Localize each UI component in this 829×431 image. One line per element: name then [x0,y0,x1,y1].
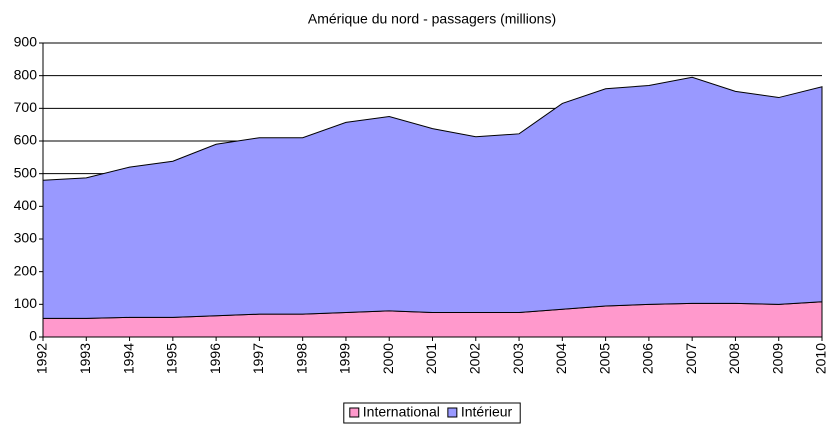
x-tick-label: 2007 [683,343,699,374]
y-tick-label: 800 [14,66,38,82]
x-tick-label: 2008 [726,343,742,374]
y-tick-label: 700 [14,99,38,115]
x-tick-label: 1992 [34,343,50,374]
x-tick-label: 2003 [510,343,526,374]
x-tick-label: 1998 [293,343,309,374]
x-tick-label: 1994 [120,343,136,374]
x-tick-label: 1995 [164,343,180,374]
y-tick-label: 100 [14,295,38,311]
y-tick-label: 300 [14,230,38,246]
x-tick-label: 2000 [380,343,396,374]
y-tick-label: 200 [14,262,38,278]
chart-title: Amérique du nord - passagers (millions) [308,11,556,27]
x-tick-label: 2005 [596,343,612,374]
y-tick-label: 900 [14,34,38,50]
x-tick-label: 2010 [813,343,829,374]
x-tick-label: 1993 [77,343,93,374]
area [42,76,823,319]
legend-label: Intérieur [461,404,513,420]
y-tick-label: 500 [14,164,38,180]
x-tick-label: 2006 [640,343,656,374]
x-tick-label: 2002 [466,343,482,374]
x-tick-label: 1997 [250,343,266,374]
legend-label: International [363,404,440,420]
legend-swatch [349,407,360,418]
y-tick-label: 400 [14,197,38,213]
y-tick-label: 0 [29,328,37,344]
legend-frame [343,402,521,424]
legend: International Intérieur [343,402,521,424]
x-tick-label: 2001 [423,343,439,374]
x-tick-label: 1996 [207,343,223,374]
x-tick-label: 2009 [769,343,785,374]
legend-swatch [447,407,458,418]
x-tick-label: 1999 [337,343,353,374]
x-tick-label: 2004 [553,343,569,374]
y-tick-label: 600 [14,132,38,148]
